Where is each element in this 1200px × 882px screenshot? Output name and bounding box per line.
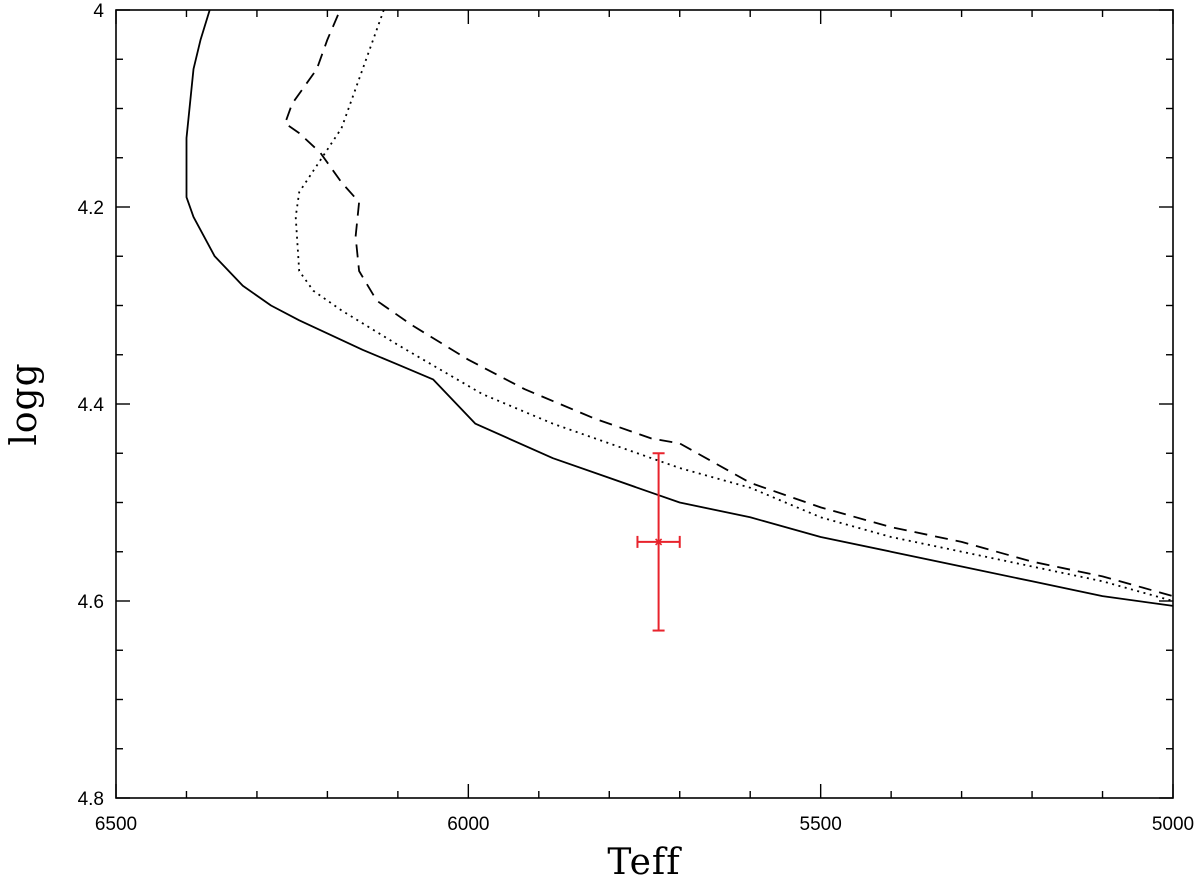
y-tick-label: 4.4 bbox=[78, 395, 105, 416]
x-tick-label: 5000 bbox=[1152, 814, 1194, 835]
x-axis-title: Teff bbox=[607, 842, 682, 882]
x-tick-label: 6500 bbox=[95, 814, 137, 835]
observation-marker bbox=[655, 538, 663, 546]
y-tick-label: 4.6 bbox=[78, 592, 104, 613]
series-layer bbox=[185, 9, 1174, 607]
x-tick-label: 6000 bbox=[447, 814, 489, 835]
series-line-dashed bbox=[284, 14, 1174, 597]
y-tick-label: 4 bbox=[93, 1, 104, 22]
x-tick-labels: 6500 6000 5500 5000 bbox=[95, 814, 1194, 835]
minor-ticks bbox=[116, 10, 1173, 798]
plot-frame bbox=[115, 9, 1174, 799]
y-tick-labels: 4 4.2 4.4 4.6 4.8 bbox=[78, 1, 105, 810]
y-tick-label: 4.2 bbox=[78, 198, 104, 219]
major-ticks bbox=[115, 9, 1174, 799]
y-axis-title: logg bbox=[4, 362, 45, 445]
series-line-solid bbox=[185, 9, 1174, 607]
y-tick-label: 4.8 bbox=[78, 789, 104, 810]
observation-point bbox=[636, 452, 681, 632]
series-line-dotted bbox=[294, 9, 1174, 602]
x-tick-label: 5500 bbox=[800, 814, 842, 835]
